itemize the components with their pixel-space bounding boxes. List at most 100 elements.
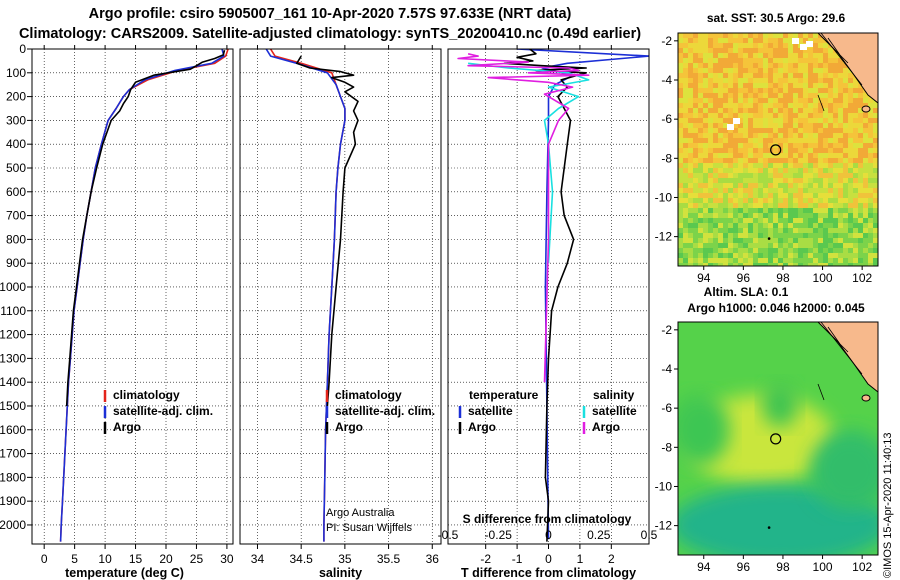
sst-missing-cell (800, 44, 807, 50)
sst-cell (783, 178, 788, 183)
sst-cell (688, 48, 693, 53)
sst-cell (873, 173, 878, 178)
sst-cell (738, 173, 743, 178)
sst-cell (748, 83, 753, 88)
sst-cell (678, 168, 683, 173)
sst-cell (798, 253, 803, 258)
sst-cell (873, 253, 878, 258)
sst-cell (868, 113, 873, 118)
sst-cell (733, 103, 738, 108)
sst-cell (803, 73, 808, 78)
sst-cell (843, 83, 848, 88)
sst-cell (808, 168, 813, 173)
sst-cell (793, 243, 798, 248)
sst-cell (873, 133, 878, 138)
sst-cell (753, 93, 758, 98)
sst-cell (778, 83, 783, 88)
diff-legend-label: Argo (592, 420, 620, 434)
sst-cell (833, 103, 838, 108)
sst-cell (728, 173, 733, 178)
sst-cell (803, 168, 808, 173)
sst-cell (743, 198, 748, 203)
sst-cell (748, 228, 753, 233)
sst-cell (693, 173, 698, 178)
sst-cell (713, 73, 718, 78)
sst-cell (718, 183, 723, 188)
sst-cell (773, 53, 778, 58)
sst-cell (793, 113, 798, 118)
sst-cell (808, 53, 813, 58)
sst-cell (808, 158, 813, 163)
sst-cell (838, 108, 843, 113)
sst-cell (773, 163, 778, 168)
sst-cell (723, 193, 728, 198)
sst-cell (858, 168, 863, 173)
sst-cell (718, 53, 723, 58)
sst-cell (763, 48, 768, 53)
sst-cell (743, 183, 748, 188)
sst-cell (678, 228, 683, 233)
sst-cell (768, 153, 773, 158)
sst-cell (813, 88, 818, 93)
sst-cell (833, 68, 838, 73)
sst-cell (683, 168, 688, 173)
sst-cell (843, 178, 848, 183)
sst-cell (858, 103, 863, 108)
sst-cell (763, 133, 768, 138)
sst-cell (738, 63, 743, 68)
sst-cell (738, 103, 743, 108)
sst-cell (703, 128, 708, 133)
sst-cell (768, 63, 773, 68)
sst-cell (738, 168, 743, 173)
sst-cell (703, 63, 708, 68)
sst-cell (678, 123, 683, 128)
sst-cell (783, 103, 788, 108)
sst-cell (703, 38, 708, 43)
sst-cell (778, 163, 783, 168)
sst-cell (698, 173, 703, 178)
sst-cell (818, 238, 823, 243)
sst-cell (808, 203, 813, 208)
sst-cell (808, 93, 813, 98)
sst-cell (818, 118, 823, 123)
sst-cell (738, 263, 743, 266)
sst-cell (833, 78, 838, 83)
sst-cell (683, 43, 688, 48)
sst-cell (833, 163, 838, 168)
sst-cell (758, 178, 763, 183)
sst-cell (703, 178, 708, 183)
sst-cell (718, 43, 723, 48)
sst-cell (743, 238, 748, 243)
sst-cell (713, 123, 718, 128)
sst-cell (733, 208, 738, 213)
sst-cell (768, 263, 773, 266)
sst-cell (758, 143, 763, 148)
sst-cell (848, 158, 853, 163)
sst-cell (728, 168, 733, 173)
sst-cell (823, 133, 828, 138)
sst-cell (873, 258, 878, 263)
sst-cell (708, 48, 713, 53)
sst-cell (808, 178, 813, 183)
sst-cell (778, 53, 783, 58)
sst-cell (688, 203, 693, 208)
sst-cell (848, 73, 853, 78)
sst-cell (873, 163, 878, 168)
sst-cell (743, 93, 748, 98)
sla-low-anomaly (762, 383, 798, 427)
sst-cell (858, 258, 863, 263)
sla-map-subtitle: Argo h1000: 0.046 h2000: 0.045 (687, 301, 865, 315)
sst-cell (813, 158, 818, 163)
diff-xtick-label: 0 (545, 552, 552, 566)
sst-cell (833, 228, 838, 233)
sst-cell (723, 58, 728, 63)
sst-cell (738, 248, 743, 253)
sst-cell (843, 208, 848, 213)
sst-cell (868, 263, 873, 266)
sst-cell (743, 53, 748, 58)
sst-cell (688, 163, 693, 168)
sst-cell (743, 228, 748, 233)
sst-cell (698, 108, 703, 113)
sst-cell (803, 63, 808, 68)
sst-cell (818, 213, 823, 218)
